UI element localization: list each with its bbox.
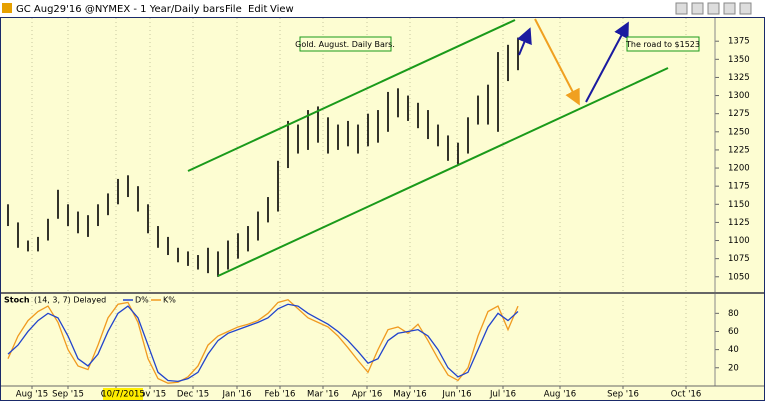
y-tick-label: 20 [728, 363, 739, 373]
x-tick-label: Dec '15 [177, 390, 209, 400]
button[interactable] [675, 2, 688, 15]
y-tick-label: 1200 [728, 164, 750, 174]
window-title: GC Aug29'16 @NYMEX - 1 Year/Daily bars [16, 4, 225, 15]
plot-layer [7, 18, 719, 385]
indicator-params: (14, 3, 7) Delayed [34, 296, 106, 305]
y-tick-label: 1375 [728, 37, 750, 47]
app-icon [2, 3, 12, 13]
x-tick-label: Oct '16 [671, 390, 702, 400]
button[interactable] [739, 2, 752, 15]
y-tick-label: 60 [728, 327, 739, 337]
arrow [517, 27, 532, 56]
arrow [534, 18, 580, 106]
x-tick-label: Sep '15 [52, 390, 84, 400]
legend-label: K% [163, 296, 176, 305]
y-tick-label: 1150 [728, 200, 750, 210]
stoch-line [7, 303, 519, 383]
y-tick-label: 1175 [728, 182, 750, 192]
y-tick-label: 80 [728, 309, 739, 319]
x-tick-label: Apr '16 [352, 390, 383, 400]
annotation: The road to $1523 [625, 40, 700, 49]
y-tick-label: 1350 [728, 55, 750, 65]
date-highlight [103, 388, 143, 400]
y-tick-label: 1275 [728, 109, 750, 119]
annotation-box [626, 36, 700, 52]
annotation-box [299, 36, 392, 52]
title-bar [0, 0, 765, 17]
y-tick-label: 1225 [728, 145, 750, 155]
x-tick-label: Jan '16 [222, 390, 252, 400]
indicator-title: Stoch [4, 296, 30, 305]
y-tick-label: 1075 [728, 254, 750, 264]
x-tick-label: Mar '16 [307, 390, 339, 400]
button[interactable] [707, 2, 720, 15]
trend-line [187, 19, 516, 172]
stoch-line [7, 299, 519, 384]
legend-label: D% [135, 296, 149, 305]
x-tick-label: Aug '16 [544, 390, 576, 400]
menu-item[interactable]: Edit [248, 4, 267, 15]
menu-item[interactable]: View [270, 4, 294, 15]
y-tick-label: 1125 [728, 218, 750, 228]
button[interactable] [691, 2, 704, 15]
menu-item[interactable]: File [225, 4, 242, 15]
x-tick-label: Aug '15 [16, 390, 48, 400]
x-tick-label: Jun '16 [441, 390, 471, 400]
y-tick-label: 40 [728, 345, 739, 355]
date-label: 10/7/2015 [101, 390, 145, 400]
trend-line [217, 67, 669, 277]
y-tick-label: 1250 [728, 127, 750, 137]
y-tick-label: 1300 [728, 91, 750, 101]
x-tick-label: Feb '16 [265, 390, 296, 400]
arrow [585, 21, 629, 103]
y-tick-label: 1100 [728, 236, 750, 246]
y-tick-label: 1050 [728, 272, 750, 282]
x-tick-label: Nov '15 [134, 390, 166, 400]
x-tick-label: May '16 [393, 390, 426, 400]
window-buttons[interactable] [675, 2, 752, 15]
x-tick-label: Sep '16 [607, 390, 639, 400]
y-tick-label: 1325 [728, 73, 750, 83]
x-tick-label: Jul '16 [489, 390, 516, 400]
button[interactable] [723, 2, 736, 15]
annotation: Gold. August. Daily Bars. [295, 40, 395, 49]
